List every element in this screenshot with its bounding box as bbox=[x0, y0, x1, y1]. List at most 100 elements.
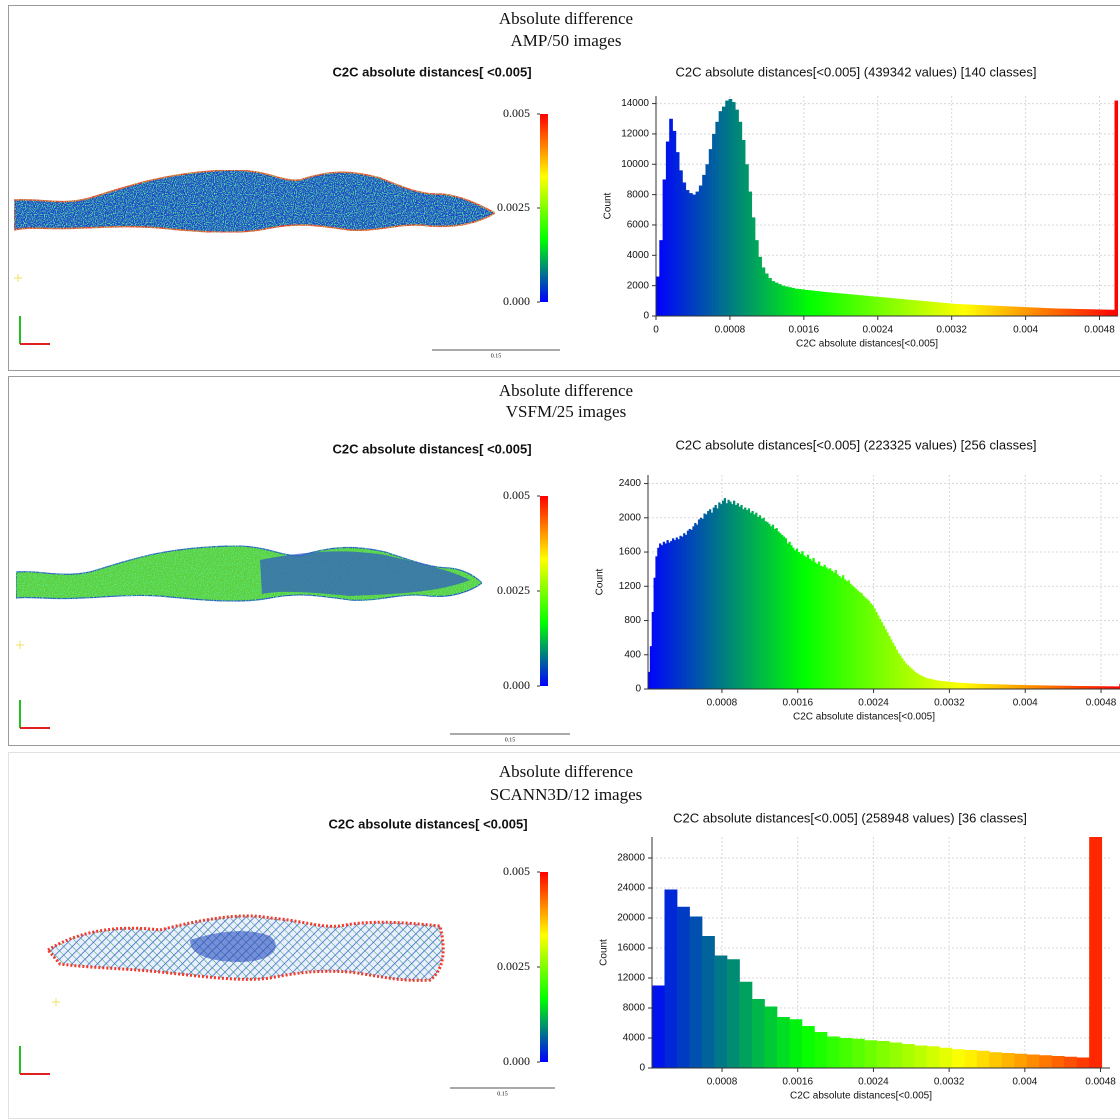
bar bbox=[853, 294, 858, 316]
bar bbox=[740, 504, 743, 689]
bar bbox=[807, 290, 812, 316]
bar bbox=[786, 543, 789, 689]
bar bbox=[906, 299, 911, 316]
bar bbox=[1051, 308, 1056, 316]
bar bbox=[989, 305, 993, 316]
panel-frames bbox=[8, 5, 1120, 1119]
panel-subtitle: SCANN3D/12 images bbox=[490, 785, 643, 804]
bar bbox=[714, 504, 717, 689]
bar bbox=[1018, 306, 1023, 316]
bar bbox=[919, 675, 922, 689]
scale-label: 0.15 bbox=[505, 737, 516, 743]
bar bbox=[883, 297, 888, 316]
bar bbox=[688, 528, 691, 689]
bar bbox=[823, 564, 826, 689]
bar bbox=[966, 304, 970, 316]
bar bbox=[837, 293, 842, 316]
bar bbox=[1074, 308, 1079, 316]
bar bbox=[1080, 686, 1083, 689]
bar bbox=[1038, 307, 1043, 316]
bar bbox=[814, 290, 819, 316]
bar bbox=[854, 588, 858, 689]
y-tick-label: 4000 bbox=[623, 1033, 646, 1044]
bar bbox=[1039, 1055, 1053, 1068]
cloud-title: C2C absolute distances[ <0.005] bbox=[332, 64, 531, 79]
bar bbox=[758, 515, 762, 689]
bar bbox=[749, 512, 752, 689]
bar bbox=[761, 267, 766, 316]
bar bbox=[803, 555, 806, 689]
bar bbox=[889, 1042, 903, 1068]
bar bbox=[738, 121, 743, 316]
bar bbox=[972, 304, 977, 316]
bar bbox=[668, 542, 671, 689]
bar bbox=[923, 677, 926, 689]
bar bbox=[895, 649, 898, 689]
x-tick-label: 0.0032 bbox=[934, 698, 965, 709]
bar bbox=[893, 646, 897, 689]
bar bbox=[973, 683, 976, 689]
bar bbox=[814, 562, 817, 689]
bar bbox=[1012, 684, 1015, 689]
bar bbox=[851, 1038, 865, 1068]
bar bbox=[904, 663, 908, 689]
bar bbox=[958, 682, 961, 689]
bar bbox=[1058, 308, 1063, 316]
bar bbox=[728, 99, 733, 316]
bar bbox=[742, 509, 745, 689]
bar bbox=[947, 681, 950, 689]
panel: Absolute difference AMP/50 images C2C abso… bbox=[332, 9, 1118, 359]
bar bbox=[790, 545, 793, 689]
bar bbox=[1111, 686, 1115, 689]
bar bbox=[915, 673, 919, 689]
bar bbox=[956, 304, 960, 316]
bar bbox=[1113, 686, 1116, 689]
bar bbox=[999, 305, 1003, 316]
bar bbox=[960, 682, 963, 689]
bar bbox=[677, 539, 680, 689]
x-axis-label: C2C absolute distances[<0.005] bbox=[793, 712, 935, 723]
bar bbox=[925, 677, 928, 689]
y-tick-label: 8000 bbox=[627, 189, 650, 200]
cloud-title: C2C absolute distances[ <0.005] bbox=[328, 816, 527, 831]
bar bbox=[782, 536, 786, 689]
bar bbox=[1084, 686, 1087, 689]
bar bbox=[877, 296, 881, 316]
bar bbox=[818, 561, 821, 689]
bar bbox=[776, 1017, 790, 1068]
bar bbox=[1094, 309, 1099, 316]
bar bbox=[1054, 685, 1057, 689]
bar bbox=[850, 294, 855, 316]
x-tick-label: 0.004 bbox=[1012, 1077, 1037, 1088]
bar bbox=[773, 528, 776, 689]
bar bbox=[721, 106, 726, 316]
bar bbox=[1043, 685, 1046, 689]
bar bbox=[794, 550, 797, 689]
bar bbox=[896, 298, 901, 316]
bar bbox=[1039, 685, 1043, 689]
bar bbox=[788, 541, 791, 689]
bar bbox=[1078, 309, 1082, 316]
bar bbox=[812, 558, 815, 689]
bar bbox=[965, 683, 969, 689]
bar bbox=[664, 889, 678, 1068]
bar bbox=[751, 510, 754, 689]
y-tick-label: 16000 bbox=[617, 943, 645, 954]
bar bbox=[985, 305, 990, 316]
bar bbox=[1001, 684, 1004, 689]
bar bbox=[781, 285, 786, 316]
bar bbox=[690, 529, 693, 689]
bar bbox=[705, 164, 710, 316]
bar bbox=[1102, 686, 1105, 689]
bar bbox=[766, 522, 769, 689]
bar bbox=[880, 622, 884, 689]
bar bbox=[1101, 309, 1106, 316]
bar bbox=[914, 1045, 928, 1068]
bar bbox=[784, 538, 788, 689]
bar bbox=[762, 517, 765, 689]
bar bbox=[930, 679, 934, 689]
bar bbox=[745, 164, 749, 316]
colorbar-tick-label: 0.0025 bbox=[497, 583, 530, 597]
bar bbox=[840, 293, 845, 316]
bar bbox=[1045, 308, 1049, 316]
